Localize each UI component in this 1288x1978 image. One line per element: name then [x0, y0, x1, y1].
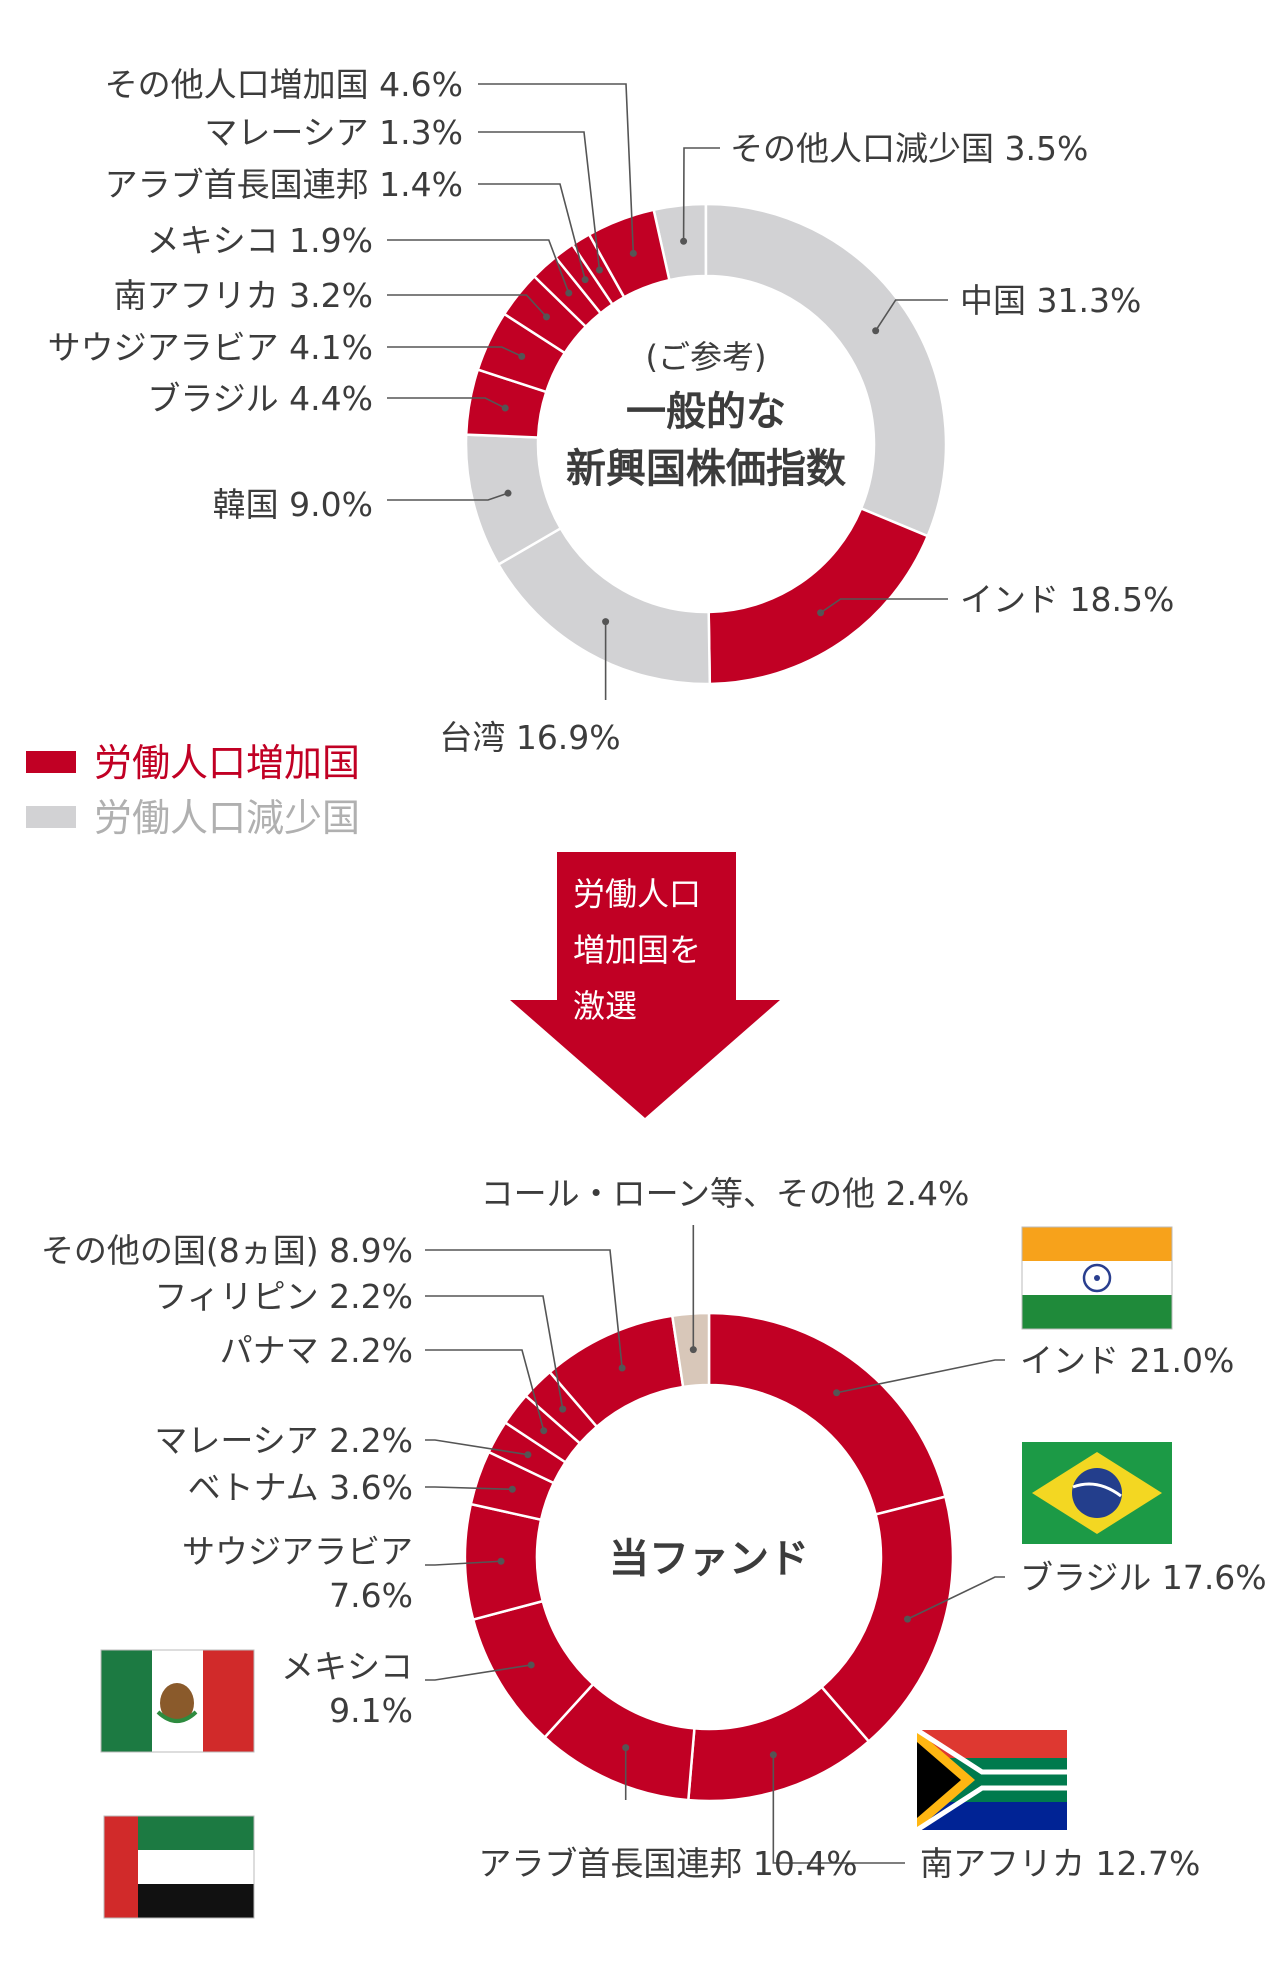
donut1-leader-10	[478, 131, 601, 271]
legend-label-decrease: 労働人口減少国	[94, 796, 360, 840]
south-africa-flag	[915, 1727, 1067, 1833]
donut1-label-10: マレーシア 1.3%	[204, 113, 463, 152]
donut1-center-line1: 一般的な	[626, 389, 786, 435]
donut2-center-title: 当ファンド	[609, 1536, 809, 1582]
donut1-center-line2: 新興国株価指数	[566, 446, 846, 492]
uae-flag	[103, 1815, 255, 1919]
donut1-label-2: インド 18.5%	[960, 580, 1174, 619]
donut1-leader-4	[387, 492, 509, 501]
donut1-slice-2	[707, 506, 930, 686]
donut2-label-1: ブラジル 17.6%	[1020, 1558, 1267, 1597]
donut1-leader-0	[682, 147, 720, 242]
donut1-label-1: 中国 31.3%	[960, 281, 1141, 320]
donut1-label-5: ブラジル 4.4%	[147, 379, 373, 418]
donut2-leader-5	[425, 1560, 502, 1566]
donut2-label-6: ベトナム 3.6%	[188, 1468, 413, 1507]
donut1-label-4: 韓国 9.0%	[213, 485, 373, 524]
donut2-label-4: メキシコ 9.1%	[281, 1647, 413, 1730]
down-arrow	[510, 852, 780, 1118]
donut2-leader-2	[772, 1754, 905, 1864]
donut1-leader-9	[478, 183, 586, 280]
donut2-label-2: 南アフリカ 12.7%	[920, 1844, 1200, 1883]
donut1-label-9: アラブ首長国連邦 1.4%	[105, 165, 463, 204]
donut1-label-8: メキシコ 1.9%	[147, 221, 373, 260]
donut2-label-8: パナマ 2.2%	[220, 1331, 413, 1370]
donut2-label-0: インド 21.0%	[1020, 1341, 1234, 1380]
donut2-label-3: アラブ首長国連邦 10.4%	[478, 1844, 857, 1883]
arrow-text-line-1: 増加国を	[573, 931, 701, 969]
donut1-label-0: その他人口減少国 3.5%	[730, 129, 1088, 168]
donut2-leader-6	[425, 1486, 513, 1491]
donut1-leader-6	[387, 346, 523, 358]
donut2-label-11: コール・ローン等、その他 2.4%	[481, 1174, 970, 1213]
legend-swatch-decrease	[26, 806, 76, 828]
donut1-slice-3	[496, 526, 712, 686]
donut1-label-6: サウジアラビア 4.1%	[48, 328, 373, 367]
donut2-leader-4	[425, 1664, 532, 1681]
donut1-marker-11	[629, 249, 637, 257]
donut2-leader-9	[425, 1295, 564, 1410]
donut1-leader-8	[387, 239, 570, 294]
donut1-leader-5	[387, 397, 506, 409]
donut2-leader-1	[907, 1576, 1005, 1620]
donut2-label-5: サウジアラビア 7.6%	[182, 1532, 413, 1615]
donut2-slice-1	[819, 1495, 955, 1744]
donut1-slice-1	[704, 202, 948, 538]
donut1-slice-11	[587, 208, 671, 299]
donut1-leader-1	[874, 299, 948, 332]
donut2-leader-10	[425, 1249, 623, 1369]
india-flag	[1021, 1226, 1173, 1330]
donut2-label-9: フィリピン 2.2%	[154, 1277, 413, 1316]
donut1-leader-2	[820, 598, 948, 614]
donut2-slice-0	[707, 1311, 947, 1516]
arrow-text-line-0: 労働人口	[573, 875, 701, 913]
donut2-leader-0	[836, 1359, 1005, 1394]
donut1-center-note: (ご参考)	[646, 338, 767, 376]
donut1-leader-7	[387, 294, 548, 318]
donut1-label-11: その他人口増加国 4.6%	[105, 65, 463, 104]
legend-label-increase: 労働人口増加国	[94, 741, 360, 785]
legend-swatch-increase	[26, 751, 76, 773]
donut2-label-10: その他の国(8ヵ国) 8.9%	[41, 1231, 413, 1270]
brazil-flag	[1022, 1442, 1172, 1544]
donut1-label-7: 南アフリカ 3.2%	[114, 276, 373, 315]
donut2-leader-7	[425, 1439, 529, 1456]
mexico-flag	[100, 1649, 255, 1753]
donut2-leader-8	[425, 1349, 545, 1431]
arrow-text-line-2: 激選	[573, 987, 637, 1025]
donut1-leader-11	[478, 83, 635, 254]
donut1-label-3: 台湾 16.9%	[439, 718, 620, 757]
donut2-label-7: マレーシア 2.2%	[154, 1421, 413, 1460]
